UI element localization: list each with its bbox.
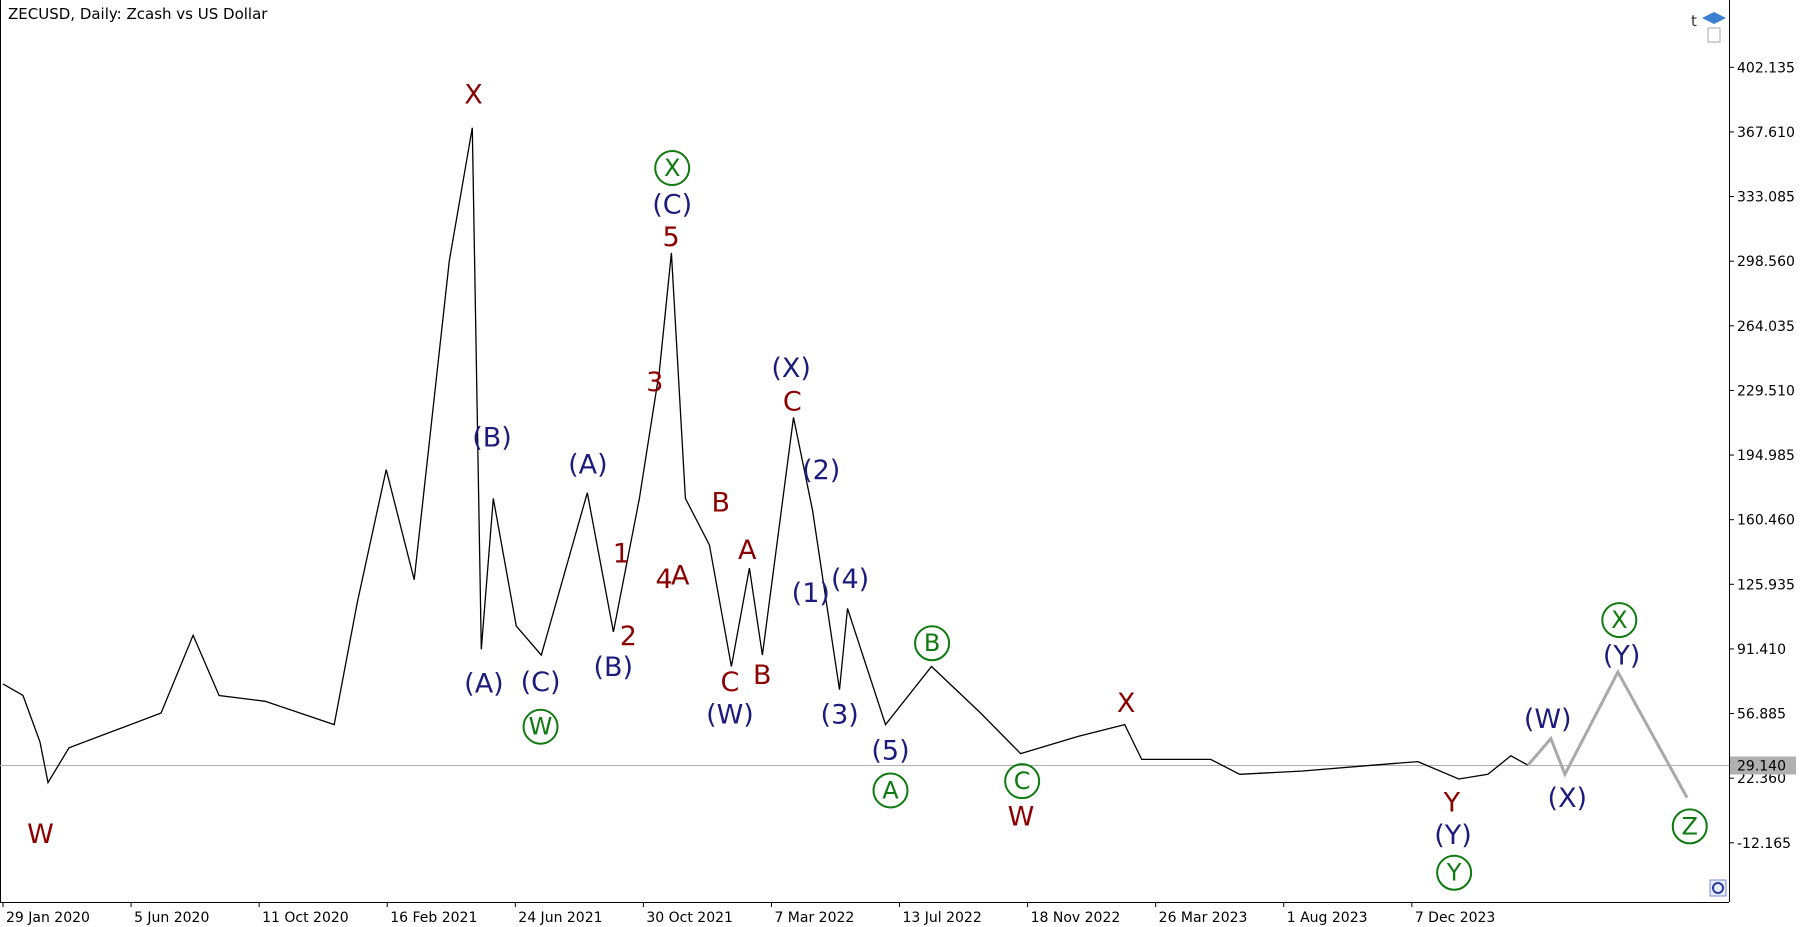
wave-label: (W) <box>1524 704 1572 735</box>
wave-label: (Y) <box>1603 640 1641 671</box>
wave-label: X <box>1117 688 1136 719</box>
y-tick-label: 125.935 <box>1737 577 1795 593</box>
wave-label: W <box>529 713 553 741</box>
wave-label: C <box>721 667 740 698</box>
y-tick-label: 229.510 <box>1737 383 1795 399</box>
wave-label: (W) <box>706 700 754 731</box>
academy-icon[interactable] <box>1702 12 1726 24</box>
wave-label: A <box>738 535 757 566</box>
wave-label: 2 <box>620 621 637 652</box>
wave-label: A <box>882 776 899 804</box>
wave-label: (B) <box>594 652 634 683</box>
wave-circle <box>872 772 909 809</box>
y-tick-label: -12.165 <box>1737 836 1791 852</box>
x-tick-label: 7 Mar 2022 <box>774 910 854 926</box>
y-tick-label: 264.035 <box>1737 319 1795 335</box>
wave-label: (5) <box>871 736 909 767</box>
y-tick-label: 298.560 <box>1737 254 1795 270</box>
wave-label: A <box>671 561 690 592</box>
x-tick-label: 30 Oct 2021 <box>646 910 733 926</box>
y-tick-label: 367.610 <box>1737 125 1795 141</box>
y-tick-label: 91.410 <box>1737 642 1786 658</box>
x-tick-label: 5 Jun 2020 <box>134 910 209 926</box>
price-line <box>2 127 1529 785</box>
wave-label: (Y) <box>1434 820 1472 851</box>
wave-label: B <box>711 488 730 519</box>
trade-icon[interactable]: t <box>1691 12 1697 30</box>
wave-label: (A) <box>568 449 608 480</box>
toolbar-icons[interactable]: t <box>1691 12 1726 43</box>
x-tick-label: 16 Feb 2021 <box>390 910 477 926</box>
wave-label: (A) <box>464 668 504 699</box>
y-tick-label: 333.085 <box>1737 190 1795 206</box>
x-tick-label: 26 Mar 2023 <box>1159 910 1248 926</box>
wave-label: 4 <box>656 564 673 595</box>
x-tick-label: 1 Aug 2023 <box>1287 910 1368 926</box>
x-tick-label: 7 Dec 2023 <box>1415 910 1496 926</box>
wave-label: (X) <box>771 353 811 384</box>
wave-circle <box>914 625 951 662</box>
x-tick-label: 24 Jun 2021 <box>518 910 602 926</box>
y-tick-label: 402.135 <box>1737 60 1795 76</box>
wave-circle <box>654 150 691 187</box>
wave-label: X <box>1611 606 1627 634</box>
wave-label: 3 <box>646 367 663 398</box>
wave-circle <box>1436 854 1473 891</box>
wave-label: 5 <box>662 222 679 253</box>
wave-label: Z <box>1682 812 1698 840</box>
wave-label: W <box>27 819 54 850</box>
y-tick-label: 160.460 <box>1737 513 1795 529</box>
current-price-label: 29.140 <box>1737 758 1786 774</box>
current-price-box <box>1730 756 1796 775</box>
scale-button-icon <box>1712 882 1724 894</box>
wave-label: 1 <box>613 539 630 570</box>
wave-label: X <box>464 80 483 111</box>
wave-circle <box>1004 763 1041 800</box>
wave-label: (C) <box>652 190 692 221</box>
wave-label: (B) <box>472 423 512 454</box>
wave-label: B <box>753 660 772 691</box>
y-tick-label: 56.885 <box>1737 707 1786 723</box>
wave-label: Y <box>1443 788 1461 819</box>
wave-label: X <box>664 154 680 182</box>
y-tick-label: 194.985 <box>1737 448 1795 464</box>
wave-label: (4) <box>831 564 869 595</box>
wave-label: (C) <box>521 667 561 698</box>
wave-circle <box>522 708 559 745</box>
wave-label: (2) <box>802 455 840 486</box>
wave-label: C <box>1014 767 1031 795</box>
wave-label: W <box>1008 802 1035 833</box>
wave-label: C <box>783 387 802 418</box>
wave-circle <box>1671 808 1708 845</box>
wave-label: (X) <box>1548 783 1588 814</box>
plot-area: 402.135 367.610 333.085 298.560 264.035 229.5… <box>0 60 1796 926</box>
wave-circle <box>1601 602 1638 639</box>
x-tick-label: 18 Nov 2022 <box>1031 910 1121 926</box>
x-tick-label: 13 Jul 2022 <box>903 910 982 926</box>
wave-label: (1) <box>792 578 830 609</box>
wave-label: (3) <box>821 700 859 731</box>
wave-label: Y <box>1446 859 1462 887</box>
x-tick-label: 29 Jan 2020 <box>6 910 90 926</box>
wave-label: B <box>924 629 940 657</box>
x-tick-label: 11 Oct 2020 <box>262 910 349 926</box>
y-tick-label: 22.360 <box>1737 771 1786 787</box>
chart-title: ZECUSD, Daily: Zcash vs US Dollar <box>8 5 268 23</box>
projection-line <box>1526 668 1689 799</box>
doc-icon[interactable] <box>1707 27 1721 43</box>
